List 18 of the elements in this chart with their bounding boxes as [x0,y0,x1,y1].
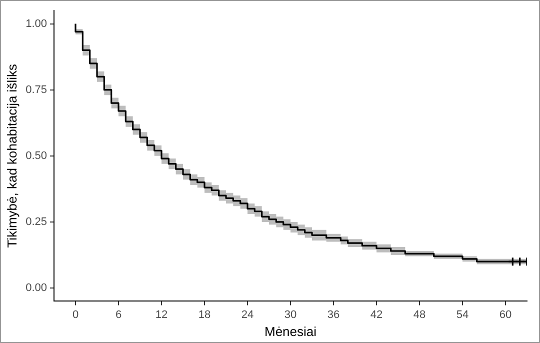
x-tick-label: 60 [499,308,512,321]
x-tick-label: 54 [456,308,469,321]
x-axis-title: Mėnesiai [264,324,317,339]
x-tick-label: 12 [155,308,168,321]
x-tick-label: 42 [370,308,383,321]
y-tick-label: 0.75 [26,84,48,96]
y-tick-label: 1.00 [26,18,48,30]
x-tick-label: 6 [115,308,122,321]
x-tick-label: 24 [241,308,254,321]
x-tick-label: 18 [198,308,211,321]
x-tick-label: 48 [413,308,426,321]
y-tick-label: 0.50 [26,150,48,162]
x-tick-label: 0 [72,308,79,321]
y-axis-title: Tikimybė, kad kohabitacija išliks [4,64,20,248]
y-tick-label: 0.00 [26,282,48,294]
x-tick-label: 30 [284,308,297,321]
x-tick-label: 36 [327,308,340,321]
y-tick-label: 0.25 [26,216,48,228]
